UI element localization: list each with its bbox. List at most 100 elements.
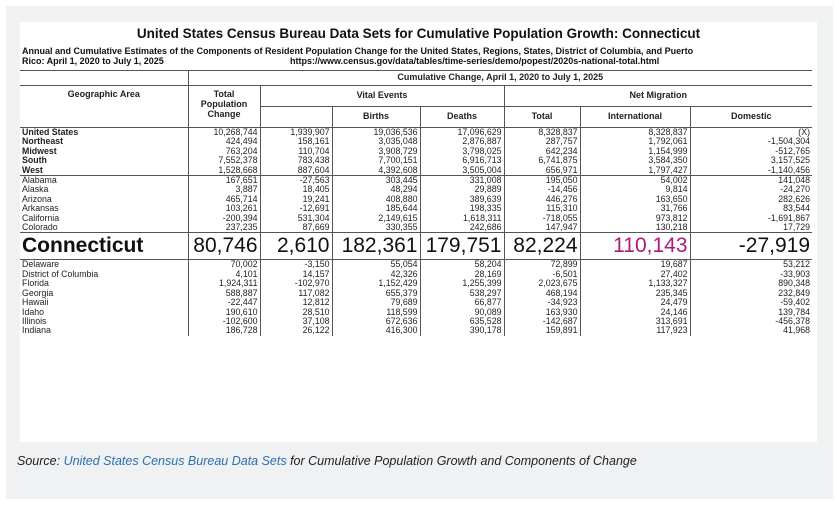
cell-net-total: -14,456 [503,185,580,195]
cell-international: 235,345 [579,288,690,299]
cell-total-change: 7,552,378 [187,156,260,166]
cell-vital: 19,241 [259,194,332,205]
cell-domestic: 41,968 [689,326,813,336]
cell-deaths: 66,877 [419,298,504,308]
table-row: Connecticut 80,746 2,610 182,361 179,751 82,2… [20,232,813,261]
table-row: Florida 1,924,311 -102,970 1,152,429 1,255,3… [20,279,813,289]
cell-net-total: -34,923 [503,298,580,308]
table-subtitle-line2: Rico: April 1, 2020 to July 1, 2025 http… [22,56,817,66]
table-row: Northeast 424,494 158,161 3,035,048 2,876,88… [20,137,813,147]
domestic-header: Domestic [689,106,813,128]
cell-domestic: -27,919 [689,232,813,261]
cell-total-change: 80,746 [187,232,260,261]
cell-international: 1,797,427 [579,165,690,176]
cell-international: 110,143 [579,232,690,261]
cell-domestic: -456,378 [689,316,813,327]
row-area-name: California [22,213,60,223]
cell-domestic: -59,402 [689,298,813,308]
cell-vital: 2,610 [259,232,332,261]
cell-deaths: 17,096,629 [419,127,504,138]
cell-vital: 531,304 [259,213,332,224]
cell-vital: 12,812 [259,298,332,308]
cell-vital: 1,939,907 [259,127,332,138]
cell-net-total: 115,310 [503,204,580,214]
cell-deaths: 389,639 [419,194,504,205]
cell-international: 27,402 [579,269,690,280]
cell-international: 8,328,837 [579,127,690,138]
cell-births: 19,036,536 [331,127,420,138]
cumulative-change-header: Cumulative Change, April 1, 2020 to July… [187,70,813,86]
table-row: Hawaii -22,447 12,812 79,689 66,877 -34,923 24… [20,298,813,308]
cell-international: 24,479 [579,298,690,308]
cell-births: 42,326 [331,269,420,280]
row-area-name: Georgia [22,288,54,298]
row-area-name: West [22,165,43,175]
row-area-name: Arizona [22,194,52,204]
cell-international: 9,814 [579,185,690,195]
table-row: District of Columbia 4,101 14,157 42,326 28,… [20,269,813,280]
cell-total-change: -22,447 [187,298,260,308]
source-url: https://www.census.gov/data/tables/time-… [290,56,660,66]
cell-deaths: 6,916,713 [419,156,504,166]
row-area-name: Delaware [22,259,60,270]
vital-events-header: Vital Events [259,85,504,107]
cell-births: 330,355 [331,223,420,233]
cell-vital: 37,108 [259,316,332,327]
cell-births: 303,445 [331,175,420,186]
row-area-name: Indiana [22,326,51,336]
international-header: International [579,106,690,128]
cell-net-total: 6,741,875 [503,156,580,166]
cell-total-change: 186,728 [187,326,260,336]
cell-vital: 887,604 [259,165,332,176]
row-area-name: United States [20,127,188,138]
geographic-area-header: Geographic Area [20,85,188,128]
cell-births: 79,689 [331,298,420,308]
cell-international: 313,691 [579,316,690,327]
cell-domestic: 83,544 [689,204,813,214]
cell-net-total: 147,947 [503,223,580,233]
content-panel: United States Census Bureau Data Sets fo… [6,6,833,499]
cell-domestic: -1,691,867 [689,213,813,224]
cell-international: 1,792,061 [579,137,690,147]
source-link[interactable]: United States Census Bureau Data Sets [63,454,287,468]
cell-domestic: 141,048 [689,175,813,186]
cell-international: 163,650 [579,194,690,205]
births-header: Births [331,106,420,128]
row-area-name: Alabama [20,175,188,186]
cell-total-change: -102,600 [187,316,260,327]
cell-vital: -27,563 [259,175,332,186]
cell-domestic: 232,849 [689,288,813,299]
row-area-name: Connecticut [20,232,188,261]
cell-deaths: 28,169 [419,269,504,280]
row-area-name: Northeast [22,137,64,147]
cell-international: 24,146 [579,307,690,317]
table-row: Midwest 763,204 110,704 3,908,729 3,798,025 6… [20,146,813,157]
cell-net-total: 468,194 [503,288,580,299]
net-total-header: Total [503,106,580,128]
cell-deaths: 635,528 [419,316,504,327]
cell-domestic: -1,140,456 [689,165,813,176]
cell-vital: 117,082 [259,288,332,299]
cell-net-total: 446,276 [503,194,580,205]
cell-net-total: -142,687 [503,316,580,327]
table-row: Arizona 465,714 19,241 408,880 389,639 446,27… [20,194,813,205]
cell-net-total: 2,023,675 [503,279,580,289]
cell-total-change: 4,101 [187,269,260,280]
cell-births: 182,361 [331,232,420,261]
cell-births: 655,379 [331,288,420,299]
cell-total-change: 190,610 [187,307,260,317]
cell-net-total: 656,971 [503,165,580,176]
census-table-image: United States Census Bureau Data Sets fo… [20,22,817,442]
cell-total-change: 588,887 [187,288,260,299]
cell-international: 1,133,327 [579,279,690,289]
cell-net-total: 163,930 [503,307,580,317]
cell-net-total: 195,050 [503,175,580,186]
cell-vital: 26,122 [259,326,332,336]
table-row: Idaho 190,610 28,510 118,599 90,089 163,930 24… [20,307,813,317]
cell-domestic: 282,626 [689,194,813,205]
cell-vital: 783,438 [259,156,332,166]
cell-deaths: 1,255,399 [419,279,504,289]
cell-vital: -102,970 [259,279,332,289]
source-prefix: Source: [17,454,64,468]
table-subtitle: Annual and Cumulative Estimates of the C… [22,46,694,56]
